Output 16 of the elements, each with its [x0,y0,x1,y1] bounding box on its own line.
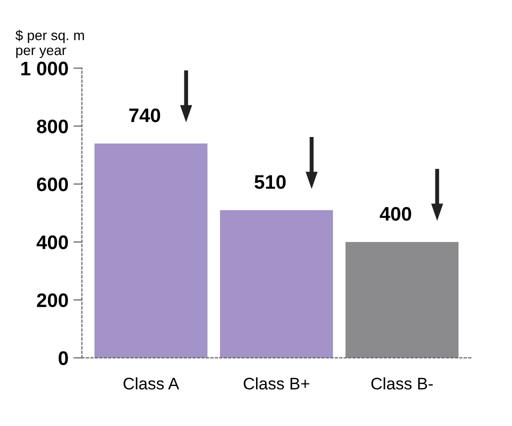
x-tick-label: Class B- [371,377,433,390]
bar [346,242,458,358]
bar [94,143,208,358]
data-label: 510 [254,175,286,189]
y-tick-label: 400 [36,235,68,250]
y-tick-label: 800 [36,120,68,134]
y-tick-label: 0 [58,351,68,366]
y-tick-label: 1 000 [21,62,68,76]
data-label: 740 [129,108,160,122]
bar [220,210,333,358]
y-axis-title: $ per sq. m per year [16,30,84,58]
y-tick-label: 600 [37,178,68,192]
y-tick-label: 200 [36,293,68,308]
x-tick-label: Class A [124,377,180,390]
data-label: 400 [380,206,412,221]
x-tick-label: Class B+ [244,377,310,390]
